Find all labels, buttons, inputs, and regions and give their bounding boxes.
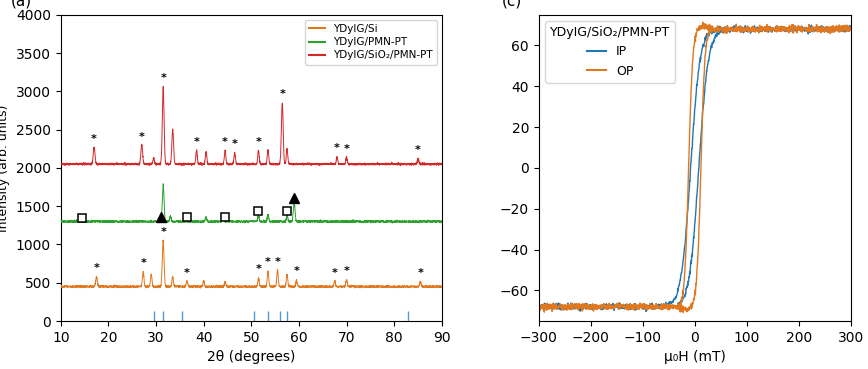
Text: *: * xyxy=(344,266,350,276)
Text: *: * xyxy=(161,73,166,83)
X-axis label: μ₀H (mT): μ₀H (mT) xyxy=(664,350,726,364)
Text: *: * xyxy=(332,268,338,277)
Text: *: * xyxy=(94,263,100,273)
Text: *: * xyxy=(184,268,190,277)
Text: *: * xyxy=(255,265,261,275)
Text: *: * xyxy=(279,89,286,99)
Text: *: * xyxy=(418,268,424,278)
Text: *: * xyxy=(141,258,146,268)
Text: *: * xyxy=(161,227,166,237)
Text: *: * xyxy=(293,266,299,276)
Text: (c): (c) xyxy=(502,0,522,8)
Text: *: * xyxy=(334,143,340,153)
Text: *: * xyxy=(194,137,200,146)
Text: *: * xyxy=(255,137,261,147)
Text: (a): (a) xyxy=(11,0,32,8)
Text: *: * xyxy=(91,134,97,144)
Text: *: * xyxy=(139,132,145,142)
Text: *: * xyxy=(265,257,271,267)
Text: *: * xyxy=(415,145,421,155)
Text: *: * xyxy=(274,256,280,267)
Text: *: * xyxy=(222,137,228,147)
Legend: IP, OP: IP, OP xyxy=(545,21,675,83)
X-axis label: 2θ (degrees): 2θ (degrees) xyxy=(207,350,295,364)
Legend: YDyIG/Si, YDyIG/PMN-PT, YDyIG/SiO₂/PMN-PT: YDyIG/Si, YDyIG/PMN-PT, YDyIG/SiO₂/PMN-P… xyxy=(305,20,437,65)
Text: *: * xyxy=(232,139,238,149)
Text: *: * xyxy=(344,144,350,154)
Y-axis label: Intensity (arb. units): Intensity (arb. units) xyxy=(0,104,10,232)
